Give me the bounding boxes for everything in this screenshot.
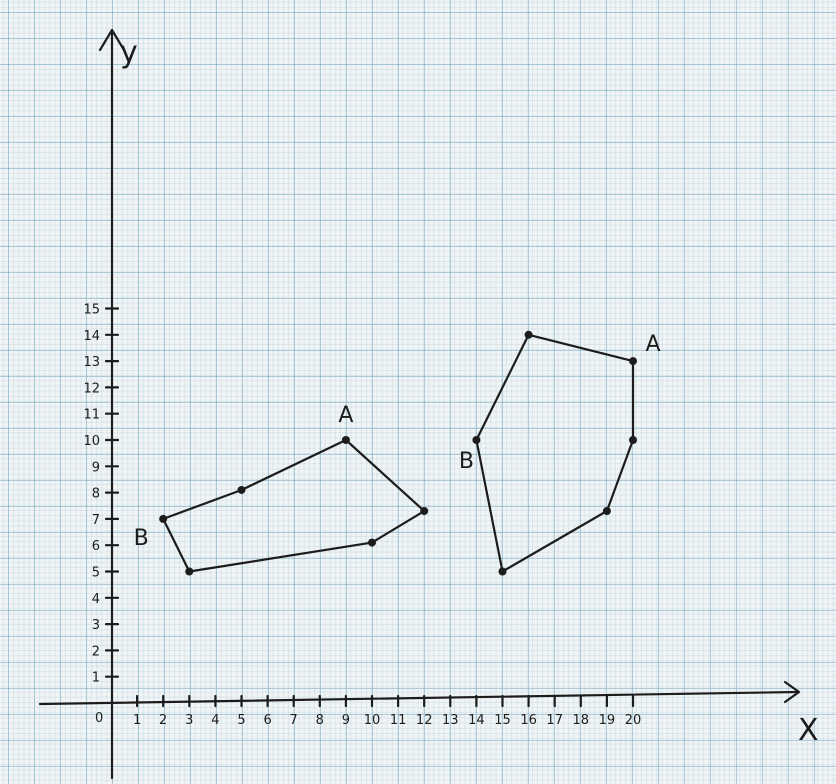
vertex-point xyxy=(185,567,194,576)
vertex-point xyxy=(420,507,429,516)
x-tick-label: 5 xyxy=(237,713,245,728)
y-tick-label: 3 xyxy=(92,618,100,633)
vertex-label-b: B xyxy=(459,449,474,474)
vertex-point xyxy=(524,330,533,339)
x-tick-label: 3 xyxy=(185,713,193,728)
x-tick-label: 16 xyxy=(520,713,537,728)
y-tick-label: 7 xyxy=(92,513,100,528)
vertex-point xyxy=(472,436,481,444)
vertex-point xyxy=(341,436,350,444)
vertex-point xyxy=(629,357,637,366)
y-tick-label: 10 xyxy=(83,434,100,449)
y-tick-label: 1 xyxy=(92,671,100,686)
y-tick-label: 2 xyxy=(92,644,100,659)
y-tick-label: 11 xyxy=(83,408,100,423)
x-tick-label: 6 xyxy=(263,713,271,728)
y-axis-title: y xyxy=(120,35,138,70)
x-tick-label: 9 xyxy=(342,713,350,728)
x-axis-arrow xyxy=(783,680,801,704)
x-axis-title: X xyxy=(798,713,819,748)
y-tick-label: 6 xyxy=(92,539,100,554)
y-tick-label: 13 xyxy=(83,355,100,370)
x-tick-label: 19 xyxy=(599,713,616,728)
vertex-label-a: A xyxy=(338,403,353,428)
x-tick-label: 14 xyxy=(468,713,485,728)
vertex-point xyxy=(368,538,376,547)
y-tick-label: 14 xyxy=(83,329,100,344)
x-tick-label: 10 xyxy=(364,713,381,728)
vertex-point xyxy=(237,485,246,494)
x-tick-label: 15 xyxy=(494,713,511,728)
left-polygon xyxy=(162,438,426,573)
x-tick-label: 12 xyxy=(416,713,433,728)
x-tick-label: 13 xyxy=(442,713,459,728)
x-tick-label: 17 xyxy=(546,713,563,728)
vertex-label-b: B xyxy=(134,526,149,551)
y-tick-label: 8 xyxy=(92,487,100,502)
x-tick-label: 8 xyxy=(316,713,324,728)
x-tick-label: 2 xyxy=(159,713,167,728)
vertex-point xyxy=(159,514,168,523)
vertex-point xyxy=(602,507,611,516)
vertex-point xyxy=(498,567,507,576)
vertex-point xyxy=(629,436,637,444)
x-tick-label: 20 xyxy=(625,713,642,728)
y-tick-label: 12 xyxy=(83,381,100,396)
y-axis-arrow xyxy=(98,28,126,52)
origin-label: 0 xyxy=(95,711,103,726)
x-tick-label: 4 xyxy=(211,713,219,728)
shapes: A B A B xyxy=(134,330,661,576)
right-polygon xyxy=(475,333,635,573)
y-tick-label: 4 xyxy=(92,592,100,607)
x-tick-label: 11 xyxy=(390,713,407,728)
x-ticks: 1 2 3 4 5 6 7 8 9 10 11 12 13 14 15 16 17 18 19 20 xyxy=(133,694,642,728)
x-tick-label: 7 xyxy=(290,713,298,728)
y-tick-label: 9 xyxy=(92,460,100,475)
y-tick-label: 15 xyxy=(83,303,100,318)
x-tick-label: 18 xyxy=(573,713,590,728)
vertex-label-a: A xyxy=(645,332,660,357)
y-tick-label: 5 xyxy=(92,566,100,581)
x-tick-label: 1 xyxy=(133,713,141,728)
x-axis xyxy=(38,690,800,706)
